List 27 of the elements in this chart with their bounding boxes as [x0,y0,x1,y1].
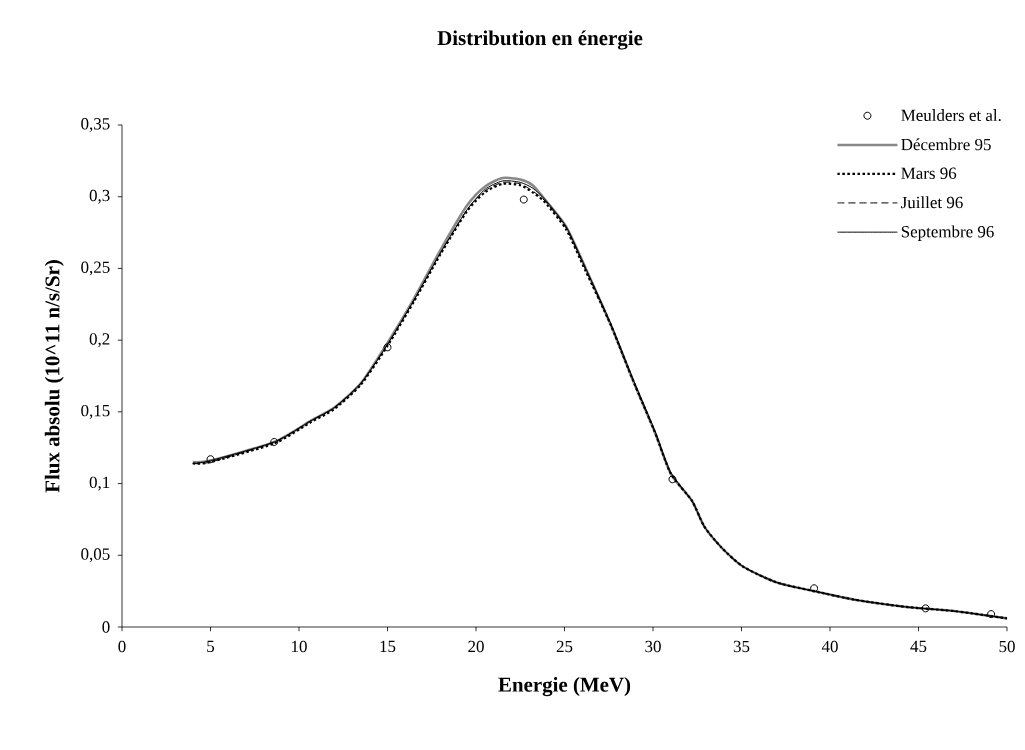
x-tick-label: 50 [999,640,1015,653]
y-tick-label: 0,35 [81,118,110,132]
legend-label: Mars 96 [901,167,957,179]
legend-label: Septembre 96 [901,225,994,241]
y-tick-label: 0,05 [81,548,110,563]
y-tick-label: 0,3 [89,189,110,204]
x-tick-label: 0 [118,640,126,653]
x-tick-label: 20 [468,640,484,653]
y-tick-label: 0,2 [89,333,110,348]
legend-label: Meulders et al. [901,109,1001,122]
y-tick-label: 0,1 [89,476,110,491]
x-tick-label: 35 [733,640,750,653]
x-axis-title: Energie (MeV) [498,677,631,697]
y-axis-title: Flux absolu (10^11 n/s/Sr) [44,260,64,493]
legend-label: Juillet 96 [901,196,963,209]
x-tick-label: 40 [821,640,838,653]
x-tick-label: 25 [556,640,573,653]
legend-label: Décembre 95 [901,138,991,151]
x-tick-label: 30 [645,640,661,653]
chart-title: Distribution en énergie [437,30,643,50]
y-tick-label: 0 [102,621,110,633]
y-tick-label: 0,25 [81,261,110,276]
x-tick-label: 45 [910,640,927,653]
x-tick-label: 15 [380,640,396,653]
x-tick-label: 5 [207,640,215,653]
x-tick-label: 10 [292,640,307,653]
y-tick-label: 0,15 [81,404,110,419]
